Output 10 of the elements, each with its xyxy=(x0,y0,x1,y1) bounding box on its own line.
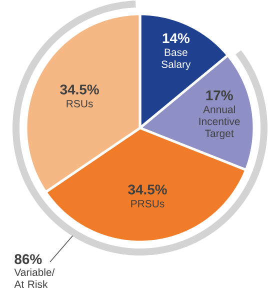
text: 86% xyxy=(14,254,42,264)
slice-label: PRSUs xyxy=(131,200,164,208)
text: Variable/ At Risk xyxy=(14,268,55,288)
slice-label: Base Salary xyxy=(162,48,191,70)
data-label: 34.5% xyxy=(60,84,99,94)
data-label: 17% xyxy=(206,90,233,100)
slice-label: RSUs xyxy=(66,100,93,108)
data-label: 34.5% xyxy=(128,184,167,194)
data-label: 14% xyxy=(162,33,190,44)
slice-label: Annual Incentive Target xyxy=(199,106,240,140)
